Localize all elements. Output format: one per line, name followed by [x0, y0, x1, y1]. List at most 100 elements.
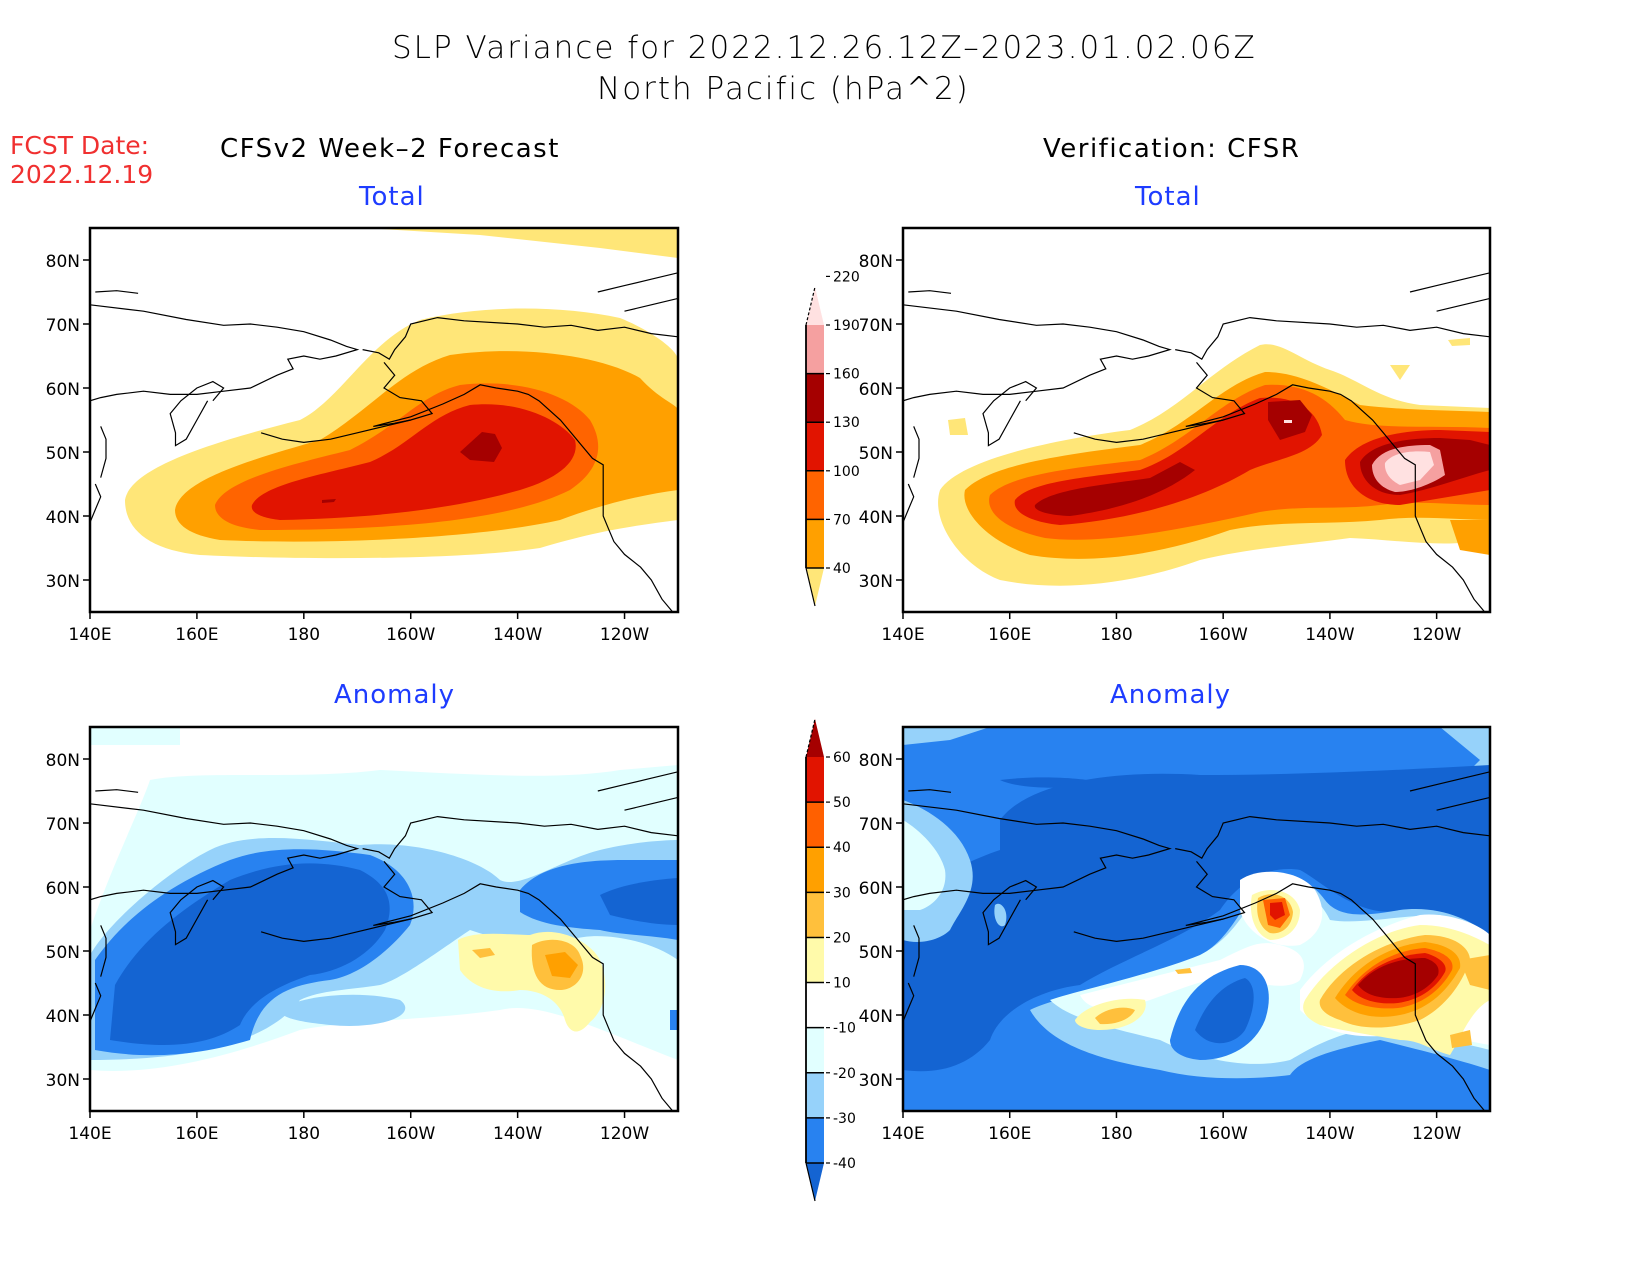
lon-tick-label: 160W: [386, 625, 435, 645]
coastline: [908, 290, 952, 294]
coastline: [903, 483, 915, 537]
coastline: [362, 815, 678, 860]
coastline: [982, 879, 1038, 946]
lat-tick-label: 30N: [859, 572, 893, 592]
coastline: [1436, 796, 1490, 811]
lon-tick-label: 140E: [68, 625, 111, 645]
lat-tick-label: 80N: [46, 252, 80, 272]
lat-tick-label: 60N: [859, 879, 893, 899]
coastline: [1185, 861, 1486, 1111]
coastline: [624, 796, 678, 811]
contour-fill-40: [365, 228, 678, 258]
coastline: [260, 918, 411, 943]
colorbar-label: -30: [833, 1111, 856, 1127]
contour-fill-40: [948, 418, 968, 435]
forecast-anomaly-axes: 80N 70N 60N 50N 40N 30N 140E 160E 180 160W 140W 120…: [46, 725, 680, 1144]
contour-fill-220: [1384, 451, 1434, 485]
colorbar-edge: [805, 567, 816, 607]
lat-tick-label: 50N: [859, 444, 893, 464]
anomaly-colorbar: -40 -30 -20 -10 10 20 30 40 50 60: [805, 718, 856, 1202]
colorbar-edge: [805, 286, 816, 326]
coastline: [1073, 918, 1224, 943]
colorbar-swatch: [806, 1072, 824, 1118]
lon-tick-label: 120W: [600, 1124, 649, 1144]
colorbar-label: 100: [833, 464, 860, 480]
coastline: [100, 426, 107, 478]
lon-tick-label: 140E: [68, 1124, 111, 1144]
forecast-total-map: [90, 228, 678, 612]
verification-column-title: Verification: CFSR: [1043, 134, 1301, 164]
colorbar-label: 220: [833, 269, 860, 285]
contour-fill-10: [1175, 968, 1192, 974]
coastline: [913, 426, 920, 478]
coastline: [95, 789, 139, 793]
lon-tick-label: 140W: [1305, 1124, 1354, 1144]
forecast-total-coastlines: [90, 272, 678, 612]
lat-tick-label: 70N: [859, 316, 893, 336]
verification-total-map: [903, 228, 1490, 612]
contour-fill-20: [472, 948, 495, 958]
coastline: [1073, 419, 1224, 444]
contour-fill-70: [1450, 520, 1490, 555]
colorbar-swatch: [806, 892, 824, 938]
coastline: [362, 316, 678, 361]
contour-fill-20: [1095, 1007, 1135, 1025]
contour-fill-60: [1358, 958, 1439, 999]
figure-title-line2: North Pacific (hPa^2): [597, 71, 970, 107]
colorbar-swatch: [806, 982, 824, 1028]
plot-frame: [901, 226, 1492, 614]
verification-anomaly-map: [903, 727, 1490, 1111]
colorbar-swatch: [806, 757, 824, 803]
lat-tick-label: 80N: [46, 751, 80, 771]
coastline: [1185, 362, 1486, 612]
colorbar-extend-min: [806, 568, 824, 606]
contour-fill-50: [1270, 902, 1285, 920]
lat-tick-label: 80N: [859, 751, 893, 771]
verification-anomaly-axes: 80N 70N 60N 50N 40N 30N 140E 160E 180 160W 140W 120…: [859, 725, 1492, 1144]
colorbar-label: -10: [833, 1021, 856, 1037]
colorbar-label: -20: [833, 1066, 856, 1082]
coastline: [1436, 297, 1490, 312]
colorbar-label: 30: [833, 885, 851, 901]
coastline: [597, 272, 678, 293]
colorbar-label: 190: [833, 318, 860, 334]
forecast-column-title: CFSv2 Week–2 Forecast: [220, 134, 560, 164]
lat-tick-label: 40N: [46, 508, 80, 528]
colorbar-label: 40: [833, 840, 851, 856]
lat-tick-label: 50N: [46, 444, 80, 464]
contour-fill-160: [322, 499, 336, 503]
coastline: [90, 982, 102, 1036]
plot-frame: [88, 226, 680, 614]
coastline: [903, 982, 915, 1036]
colorbar-label: 40: [833, 561, 851, 577]
contour-fill-neg20: [994, 903, 1007, 927]
lat-tick-label: 40N: [46, 1007, 80, 1027]
coastline: [903, 304, 1172, 402]
colorbar-swatch: [806, 470, 824, 520]
plot-frame: [901, 725, 1492, 1113]
colorbar-label: 70: [833, 512, 851, 528]
coastline: [903, 803, 1172, 901]
colorbar-swatch: [806, 1117, 824, 1163]
lon-tick-label: 160W: [386, 1124, 435, 1144]
colorbar-label: 130: [833, 415, 860, 431]
lon-tick-label: 120W: [1412, 625, 1461, 645]
coastline: [597, 771, 678, 792]
lon-tick-label: 180: [288, 1124, 320, 1144]
contour-fill-30: [545, 952, 578, 978]
fcst-date-value: 2022.12.19: [10, 160, 154, 189]
coastline: [90, 803, 360, 901]
coastline: [624, 297, 678, 312]
coastline: [1175, 316, 1490, 361]
contour-fill-neg40: [600, 878, 678, 925]
colorbar-swatch: [806, 373, 824, 423]
colorbar-swatch: [806, 847, 824, 893]
lat-tick-label: 50N: [46, 943, 80, 963]
colorbar-label: 160: [833, 367, 860, 383]
colorbar-swatch: [806, 802, 824, 848]
coastline: [260, 419, 411, 444]
colorbar-edge: [805, 1162, 816, 1202]
contour-fill-160: [1034, 462, 1195, 516]
verification-total-coastlines: [903, 272, 1490, 612]
contour-fill-neg40: [110, 863, 390, 1045]
